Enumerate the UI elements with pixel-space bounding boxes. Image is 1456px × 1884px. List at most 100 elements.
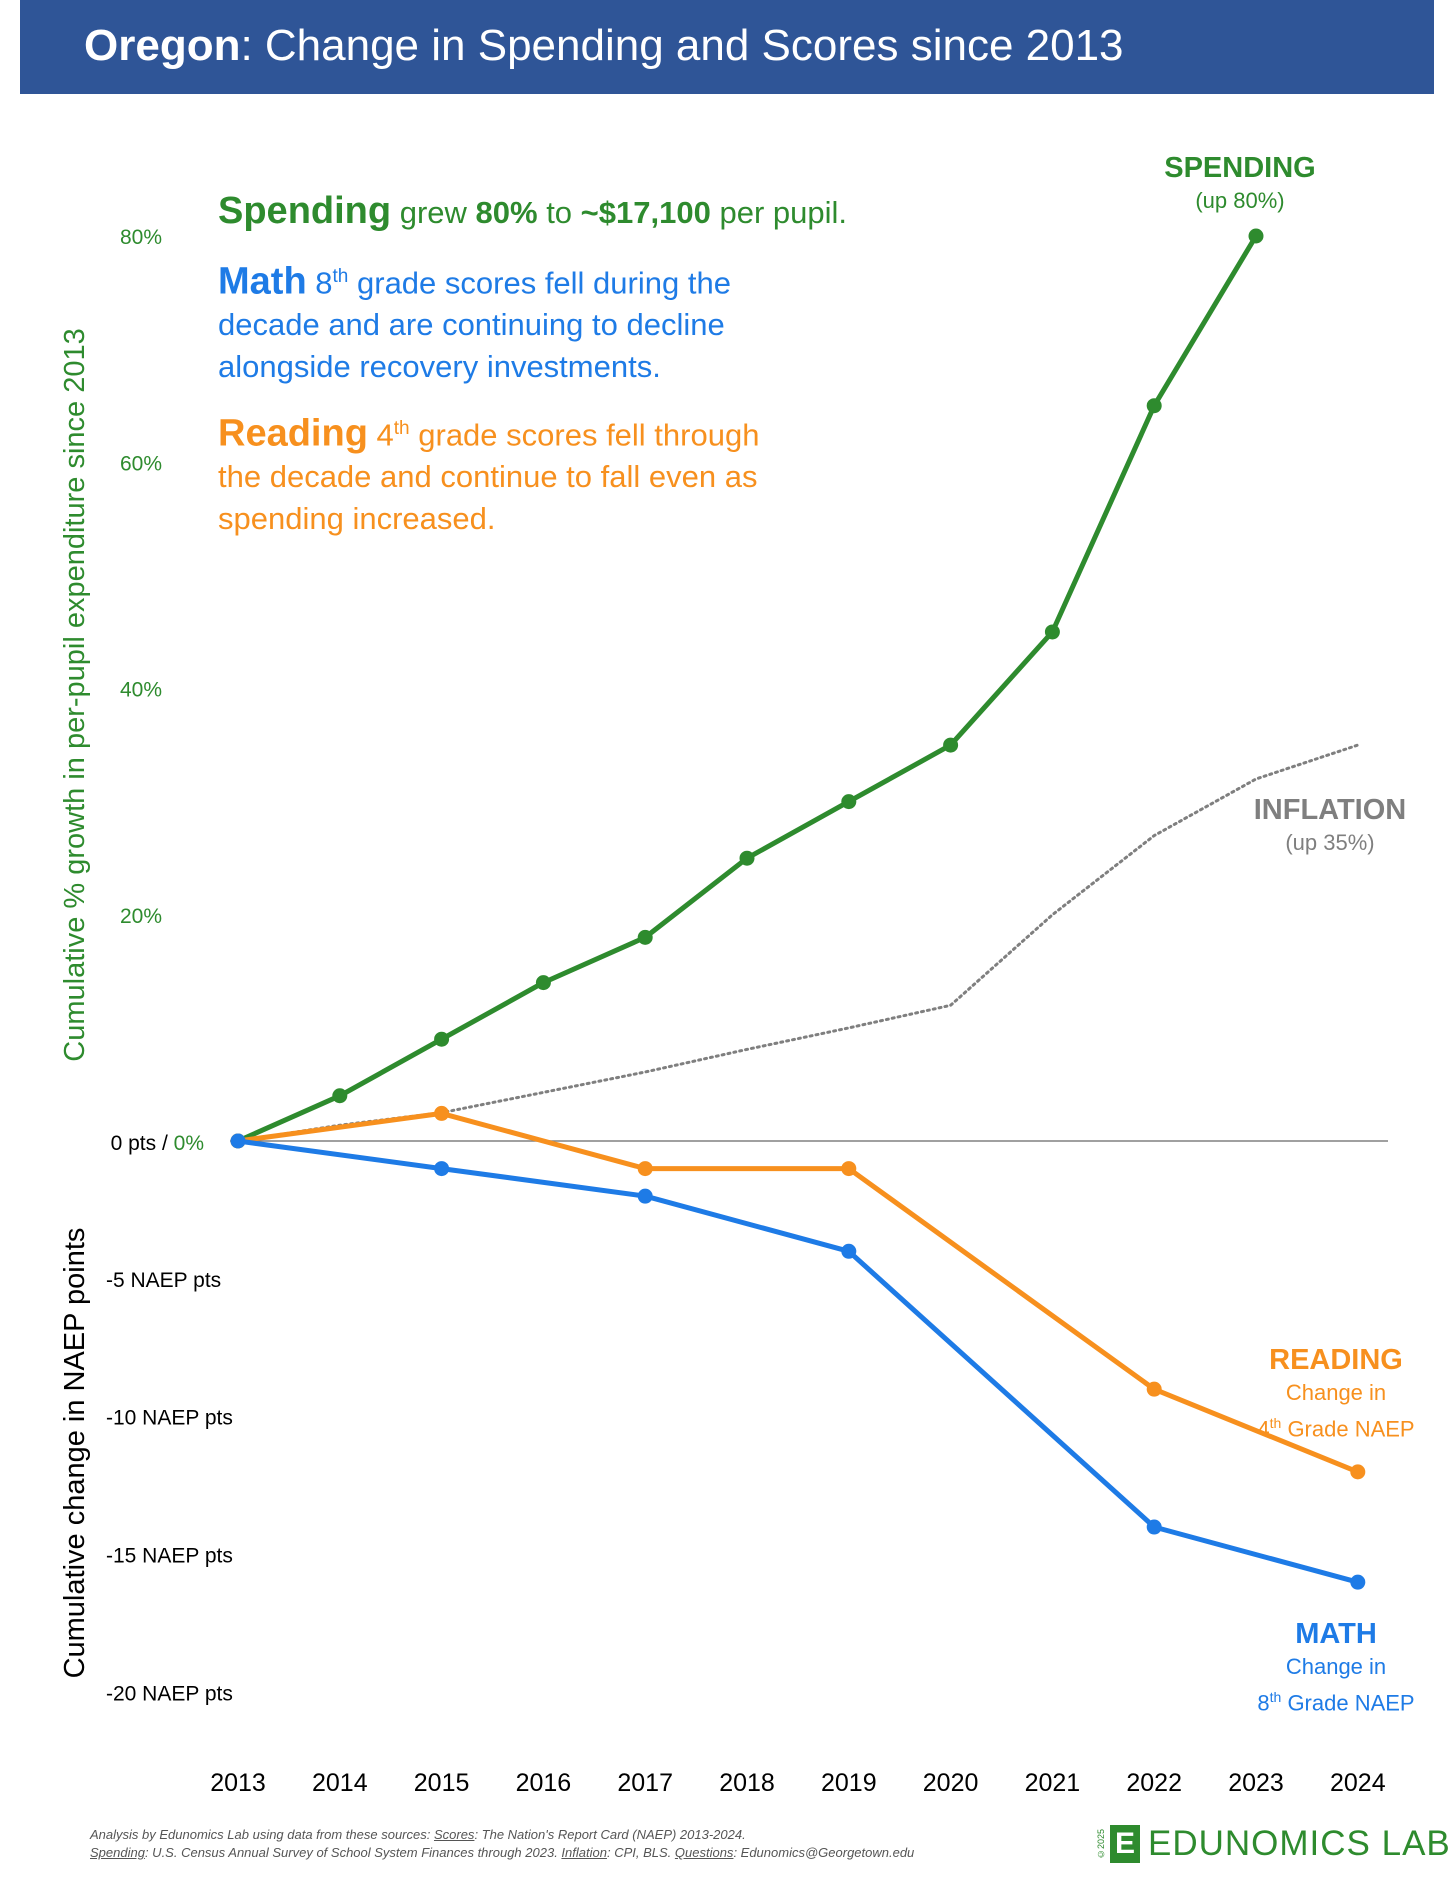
title-banner: Oregon: Change in Spending and Scores si… bbox=[20, 0, 1434, 94]
footer-line2-c: : Edunomics@Georgetown.edu bbox=[733, 1845, 915, 1860]
x-tick-label: 2014 bbox=[312, 1769, 368, 1797]
page-title: Oregon: Change in Spending and Scores si… bbox=[84, 18, 1124, 74]
spending-annotation: Spending grew 80% to ~$17,100 per pupil. bbox=[218, 190, 847, 234]
y-tick-label-pct: 20% bbox=[120, 905, 162, 928]
logo-copyright: ©2025 bbox=[1096, 1828, 1106, 1860]
reading-label-sub1: Change in bbox=[1285, 1380, 1387, 1405]
spending-point bbox=[332, 1088, 348, 1104]
reading-series-label: READING Change in 4th Grade NAEP bbox=[1226, 1342, 1446, 1444]
logo-mark: E bbox=[1110, 1825, 1140, 1863]
footer-line1-a: Analysis by Edunomics Lab using data fro… bbox=[90, 1827, 434, 1842]
x-tick-label: 2019 bbox=[821, 1769, 877, 1797]
y-tick-label-pct: 60% bbox=[120, 452, 162, 475]
x-tick-label: 2024 bbox=[1330, 1769, 1386, 1797]
inflation-label-sub: (up 35%) bbox=[1285, 830, 1375, 855]
x-tick-label: 2015 bbox=[414, 1769, 470, 1797]
math-point bbox=[434, 1161, 450, 1177]
spending-annotation-t3: per pupil. bbox=[710, 195, 847, 230]
math-annotation-sup: th bbox=[332, 266, 349, 287]
reading-label-head: READING bbox=[1269, 1344, 1403, 1376]
footer-inflation-label: Inflation bbox=[561, 1845, 607, 1860]
y-tick-label-pct: 80% bbox=[120, 226, 162, 249]
spending-point bbox=[535, 975, 551, 991]
footer-line1-b: : The Nation's Report Card (NAEP) 2013-2… bbox=[474, 1827, 746, 1842]
reading-label-sup: th bbox=[1269, 1415, 1282, 1431]
math-annotation-t1: grade scores fell during the bbox=[348, 265, 731, 301]
math-series-label: MATH Change in 8th Grade NAEP bbox=[1226, 1616, 1446, 1718]
spending-label-sub: (up 80%) bbox=[1195, 188, 1285, 213]
spending-series-label: SPENDING (up 80%) bbox=[1140, 150, 1340, 216]
reading-point bbox=[1146, 1381, 1162, 1397]
x-tick-label: 2013 bbox=[210, 1769, 266, 1797]
y-tick-label-naep: -5 NAEP pts bbox=[106, 1269, 221, 1292]
title-rest: : Change in Spending and Scores since 20… bbox=[240, 21, 1124, 70]
math-annotation-grade: 8 bbox=[315, 265, 333, 301]
math-label-sub2: Grade NAEP bbox=[1281, 1690, 1415, 1716]
math-point bbox=[1350, 1574, 1366, 1590]
reading-point bbox=[434, 1105, 450, 1121]
reading-annotation-grade: 4 bbox=[376, 417, 394, 453]
reading-point bbox=[1350, 1464, 1366, 1480]
math-annotation: Math 8th grade scores fell during the de… bbox=[218, 256, 731, 388]
y-axis-title-naep: Cumulative change in NAEP points bbox=[59, 1228, 91, 1679]
y-tick-label-pct: 40% bbox=[120, 679, 162, 702]
spending-annotation-pct: 80% bbox=[475, 195, 538, 230]
reading-annotation-sup: th bbox=[393, 418, 410, 439]
reading-label-grade: 4 bbox=[1257, 1416, 1270, 1442]
footer-line2-b: : CPI, BLS. bbox=[606, 1845, 675, 1860]
inflation-series-label: INFLATION (up 35%) bbox=[1230, 792, 1430, 858]
spending-point bbox=[1146, 398, 1162, 414]
reading-annotation: Reading 4th grade scores fell through th… bbox=[218, 408, 759, 540]
math-annotation-head: Math bbox=[218, 260, 307, 303]
math-label-grade: 8 bbox=[1257, 1690, 1270, 1716]
math-point bbox=[1146, 1519, 1162, 1535]
spending-point bbox=[943, 737, 959, 753]
x-tick-label: 2018 bbox=[719, 1769, 775, 1797]
math-line bbox=[237, 1138, 1359, 1585]
math-point bbox=[637, 1188, 653, 1204]
x-tick-label: 2021 bbox=[1025, 1769, 1081, 1797]
spending-annotation-t2: to bbox=[537, 195, 581, 230]
math-annotation-t3: alongside recovery investments. bbox=[218, 349, 661, 385]
reading-label-sub2: Grade NAEP bbox=[1281, 1416, 1415, 1442]
x-tick-label: 2017 bbox=[617, 1769, 673, 1797]
reading-annotation-head: Reading bbox=[218, 412, 368, 455]
spending-label-head: SPENDING bbox=[1164, 152, 1316, 184]
inflation-label-head: INFLATION bbox=[1253, 794, 1407, 826]
spending-point bbox=[434, 1031, 450, 1047]
math-label-sup: th bbox=[1269, 1689, 1282, 1705]
math-label-head: MATH bbox=[1295, 1618, 1377, 1650]
reading-annotation-t2: the decade and continue to fall even as bbox=[218, 459, 758, 495]
x-tick-label: 2023 bbox=[1228, 1769, 1284, 1797]
y-tick-label-naep: -15 NAEP pts bbox=[106, 1545, 233, 1568]
footer-questions-label: Questions bbox=[674, 1845, 734, 1860]
zero-label-pct: 0% bbox=[174, 1132, 204, 1155]
reading-line bbox=[237, 1110, 1359, 1475]
spending-point bbox=[637, 929, 653, 945]
spending-point bbox=[739, 850, 755, 866]
spending-point bbox=[841, 794, 857, 810]
inflation-line bbox=[236, 743, 1360, 1143]
reading-annotation-t1: grade scores fell through bbox=[409, 417, 760, 453]
spending-point bbox=[1044, 624, 1060, 640]
math-label-sub1: Change in bbox=[1285, 1654, 1387, 1679]
x-tick-label: 2020 bbox=[923, 1769, 979, 1797]
x-tick-label: 2016 bbox=[516, 1769, 572, 1797]
spending-annotation-t1: grew bbox=[391, 195, 476, 230]
zero-label-pts: 0 pts / bbox=[111, 1132, 174, 1155]
edunomics-logo: ©2025 E EDUNOMICS LAB bbox=[1096, 1822, 1451, 1866]
math-point bbox=[841, 1243, 857, 1259]
spending-point bbox=[1248, 228, 1264, 244]
reading-point bbox=[841, 1161, 857, 1177]
logo-text: EDUNOMICS LAB bbox=[1148, 1824, 1451, 1863]
spending-annotation-amount: ~$17,100 bbox=[580, 195, 711, 230]
math-annotation-t2: decade and are continuing to decline bbox=[218, 307, 725, 343]
x-tick-label: 2022 bbox=[1126, 1769, 1182, 1797]
zero-axis-label: 0 pts / 0% bbox=[111, 1132, 204, 1155]
reading-point bbox=[637, 1161, 653, 1177]
y-tick-label-naep: -10 NAEP pts bbox=[106, 1407, 233, 1430]
y-axis-title-percent: Cumulative % growth in per-pupil expendi… bbox=[59, 328, 91, 1061]
source-footnote: Analysis by Edunomics Lab using data fro… bbox=[90, 1826, 914, 1862]
spending-annotation-head: Spending bbox=[218, 190, 392, 232]
title-state: Oregon bbox=[84, 21, 241, 70]
